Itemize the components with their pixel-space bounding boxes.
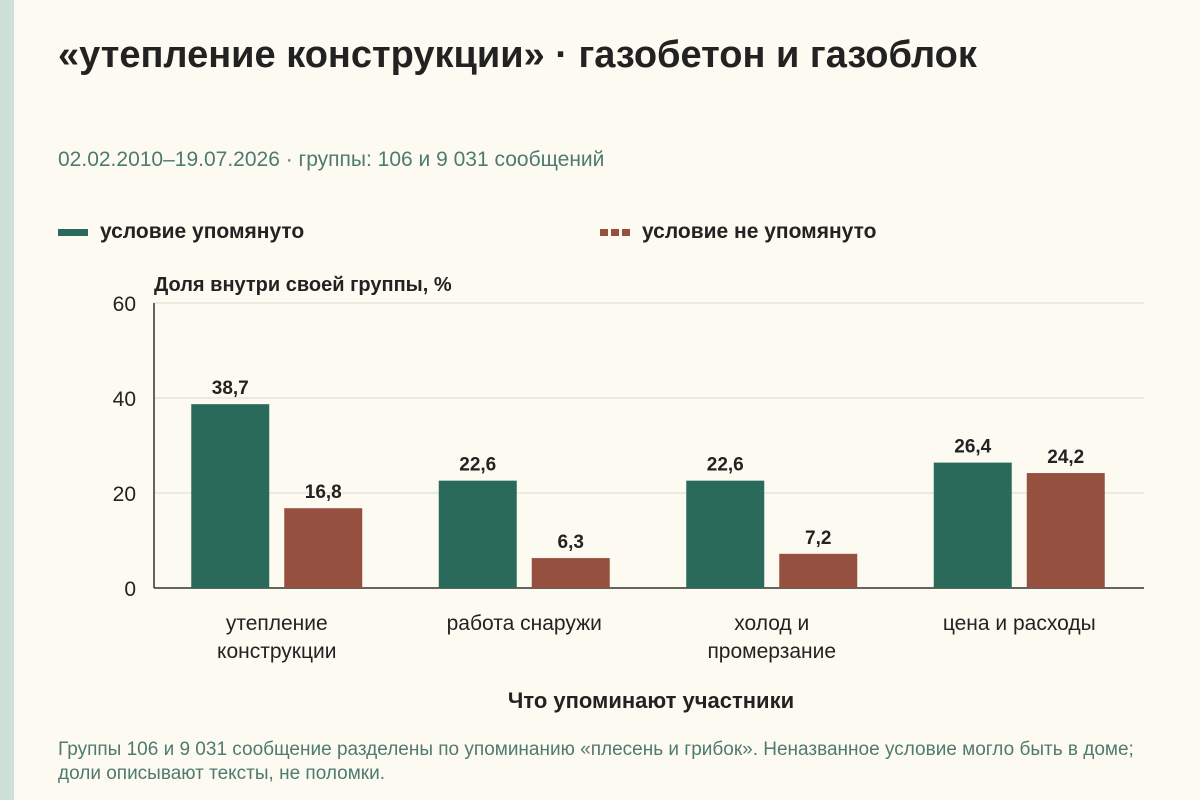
bar-mentioned [686, 480, 765, 588]
bar-mentioned [933, 462, 1012, 588]
x-tick-label: цена и расходы [943, 612, 1096, 635]
legend-label-mentioned: условие упомянуто [100, 220, 305, 243]
legend-item-mentioned: условие упомянуто [58, 220, 304, 244]
data-label: 24,2 [1047, 447, 1084, 468]
data-label: 16,8 [305, 482, 342, 503]
bar-mentioned [438, 480, 517, 588]
y-tick-label: 60 [113, 293, 136, 316]
y-tick-label: 40 [113, 388, 136, 411]
x-axis-label: Что упоминают участники [508, 688, 794, 713]
legend-swatch-mentioned [58, 228, 88, 236]
data-label: 38,7 [212, 378, 249, 399]
y-tick-label: 0 [124, 578, 136, 601]
legend-label-not-mentioned: условие не упомянуто [642, 220, 877, 243]
y-axis-label: Доля внутри своей группы, % [154, 274, 452, 296]
y-tick-label: 20 [113, 483, 136, 506]
legend-swatch-not-mentioned [600, 228, 630, 236]
bar-not-mentioned [1026, 473, 1105, 588]
x-tick-label: конструкции [217, 640, 336, 663]
x-tick-label: утепление [226, 612, 328, 635]
bar-not-mentioned [284, 508, 363, 588]
side-strip [0, 0, 14, 800]
data-label: 22,6 [459, 455, 496, 476]
data-label: 6,3 [558, 532, 584, 553]
chart-title: «утепление конструкции» · газобетон и га… [58, 34, 977, 76]
x-tick-label: работа снаружи [447, 612, 602, 635]
bar-not-mentioned [531, 558, 610, 588]
legend-item-not-mentioned: условие не упомянуто [600, 220, 876, 244]
chart-subtitle: 02.02.2010–19.07.2026 · группы: 106 и 9 … [58, 148, 605, 171]
bar-not-mentioned [779, 553, 858, 588]
data-label: 22,6 [707, 455, 744, 476]
bar-mentioned [191, 404, 270, 588]
data-label: 26,4 [954, 437, 991, 458]
data-label: 7,2 [805, 528, 831, 549]
x-tick-label: холод и [734, 612, 809, 635]
x-tick-label: промерзание [707, 640, 836, 663]
footnote: Группы 106 и 9 031 сообщение разделены п… [58, 739, 1134, 784]
